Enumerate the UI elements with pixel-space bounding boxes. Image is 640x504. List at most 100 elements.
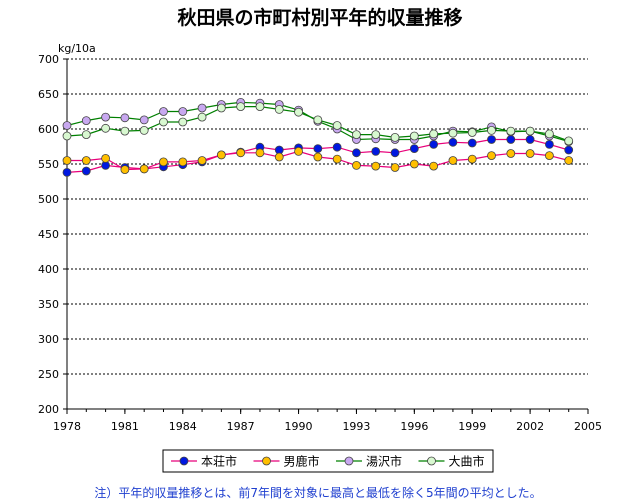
y-tick-label-200: 200	[38, 403, 59, 416]
data-point-3-1984	[178, 107, 188, 116]
data-point-4-1994	[371, 130, 381, 140]
data-point-2-1982	[139, 164, 149, 174]
y-tick-label-600: 600	[38, 123, 59, 136]
data-point-1-2004	[564, 145, 574, 155]
data-point-4-1983	[159, 117, 168, 127]
data-point-2-2003	[545, 151, 554, 161]
data-point-4-1980	[101, 123, 110, 133]
legend-marker-4	[427, 456, 436, 466]
series-4	[62, 102, 574, 146]
data-point-1-1992	[332, 142, 342, 152]
data-point-4-1982	[139, 125, 149, 135]
y-tick-label-500: 500	[38, 193, 59, 206]
data-point-2-1981	[120, 165, 130, 175]
data-point-1-2002	[525, 135, 535, 144]
data-point-1-2000	[487, 135, 496, 144]
y-tick-label-700: 700	[38, 53, 59, 66]
data-point-4-1987	[236, 102, 246, 111]
axes: 200 250 300 350 400 450 500 550 600 650 700 1978 198…	[38, 53, 602, 433]
data-point-4-1996	[409, 131, 419, 141]
data-point-3-1983	[159, 107, 168, 116]
data-point-3-1980	[101, 112, 110, 122]
legend-label-2: 男鹿市	[284, 454, 320, 469]
data-point-2-1986	[216, 150, 226, 160]
data-point-4-1978	[62, 131, 72, 141]
data-point-2-1994	[371, 161, 381, 171]
data-point-4-1979	[81, 130, 91, 140]
data-point-1-1978	[62, 167, 72, 177]
legend-label-4: 大曲市	[449, 454, 485, 469]
series-2	[62, 146, 574, 175]
data-point-2-1990	[294, 146, 303, 156]
legend-label-3: 湯沢市	[366, 454, 402, 469]
data-point-2-1978	[62, 156, 72, 165]
data-point-2-1993	[352, 160, 361, 170]
data-point-1-1993	[352, 148, 361, 158]
x-tick-label-1978: 1978	[53, 420, 81, 433]
y-tick-label-450: 450	[38, 228, 59, 241]
data-point-4-2004	[564, 136, 574, 146]
data-point-2-1985	[197, 156, 207, 165]
chart-title: 秋田県の市町村別平年的収量推移	[177, 6, 462, 29]
legend-label-1: 本荘市	[201, 454, 237, 469]
data-point-1-2003	[545, 139, 554, 149]
data-point-2-1997	[429, 161, 439, 171]
data-point-4-2003	[545, 129, 554, 139]
data-point-2-1998	[448, 156, 458, 165]
y-axis-unit-label: kg/10a	[58, 42, 96, 55]
data-point-2-1991	[313, 152, 323, 162]
data-point-1-1998	[448, 137, 458, 147]
y-tick-label-300: 300	[38, 333, 59, 346]
x-tick-label-1981: 1981	[111, 420, 139, 433]
data-point-4-1986	[216, 103, 226, 113]
y-tick-label-350: 350	[38, 298, 59, 311]
data-point-4-1995	[390, 132, 400, 142]
data-point-1-1979	[81, 166, 91, 176]
data-point-1-1999	[467, 138, 477, 148]
data-point-2-1996	[409, 159, 419, 169]
x-tick-label-1996: 1996	[400, 420, 428, 433]
data-point-2-1989	[274, 152, 284, 162]
x-tick-label-1993: 1993	[342, 420, 370, 433]
x-tick-label-1987: 1987	[227, 420, 255, 433]
legend-marker-2	[262, 456, 271, 466]
data-point-2-1988	[255, 148, 265, 158]
data-point-1-1991	[313, 144, 323, 154]
data-point-2-2001	[506, 149, 516, 158]
data-point-1-1995	[390, 148, 400, 158]
data-point-1-1994	[371, 146, 381, 156]
legend-box	[162, 449, 494, 473]
data-point-4-1985	[197, 112, 207, 122]
data-point-3-1981	[120, 113, 130, 123]
data-point-2-2000	[487, 151, 496, 161]
data-point-4-1998	[448, 128, 458, 138]
data-point-2-1984	[178, 157, 188, 167]
x-tick-label-1999: 1999	[458, 420, 486, 433]
legend-marker-1	[179, 456, 189, 466]
data-point-1-2001	[506, 135, 516, 144]
data-point-2-2004	[564, 156, 574, 165]
data-point-2-1999	[467, 154, 477, 164]
data-point-1-1996	[409, 144, 419, 154]
footnote: 注）平年的収量推移とは、前7年間を対象に最高と最低を除く5年間の平均とした。	[94, 485, 541, 500]
data-point-3-1978	[62, 121, 72, 130]
data-point-4-1997	[429, 129, 439, 139]
grid-lines	[67, 58, 588, 375]
data-point-4-2000	[487, 125, 496, 135]
data-point-2-1987	[236, 148, 246, 158]
data-point-2-1992	[332, 154, 342, 164]
y-tick-label-400: 400	[38, 263, 59, 276]
data-point-4-1992	[332, 121, 342, 130]
data-point-3-1982	[139, 115, 149, 125]
data-point-4-2001	[506, 126, 516, 136]
x-tick-label-2002: 2002	[516, 420, 544, 433]
x-tick-label-1984: 1984	[169, 420, 197, 433]
data-point-4-2002	[525, 126, 535, 136]
x-tick-label-1990: 1990	[285, 420, 313, 433]
data-point-4-1999	[467, 128, 477, 137]
data-point-1-1997	[429, 139, 439, 149]
data-point-3-1985	[197, 103, 207, 113]
x-tick-label-2005: 2005	[574, 420, 602, 433]
data-point-4-1993	[352, 130, 361, 140]
